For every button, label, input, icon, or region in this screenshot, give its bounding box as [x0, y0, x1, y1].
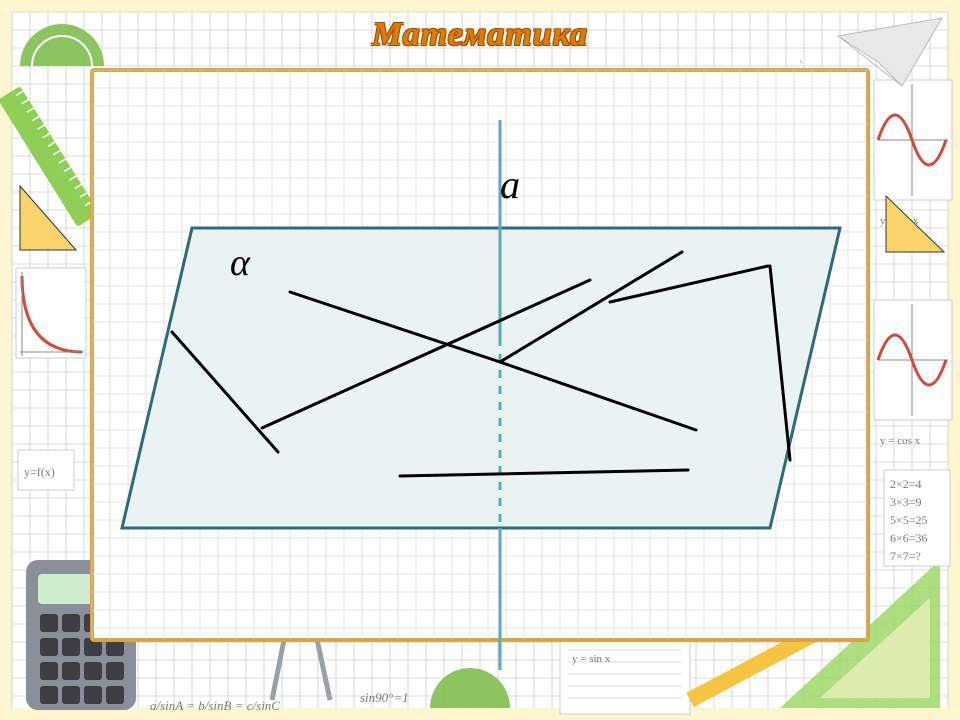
plane-label: α — [230, 242, 251, 284]
deco-text: 7×7=? — [890, 549, 921, 563]
deco-text: 2×2=4 — [890, 477, 922, 491]
svg-text:y = sin x: y = sin x — [572, 653, 611, 665]
svg-text:y = cos x: y = cos x — [880, 435, 921, 447]
deco-text: 3×3=9 — [890, 495, 922, 509]
line-a-label: a — [500, 162, 520, 207]
notebook-icon — [560, 636, 690, 714]
deco-text: y=f(x) — [24, 465, 55, 479]
deco-formula: a/sinA = b/sinB = c/sinC — [150, 698, 280, 713]
deco-formula: sin90°=1 — [360, 690, 409, 705]
page-title: Математика — [0, 16, 960, 54]
deco-text: 6×6=36 — [890, 531, 928, 545]
deco-text: 5×5=25 — [890, 513, 928, 527]
